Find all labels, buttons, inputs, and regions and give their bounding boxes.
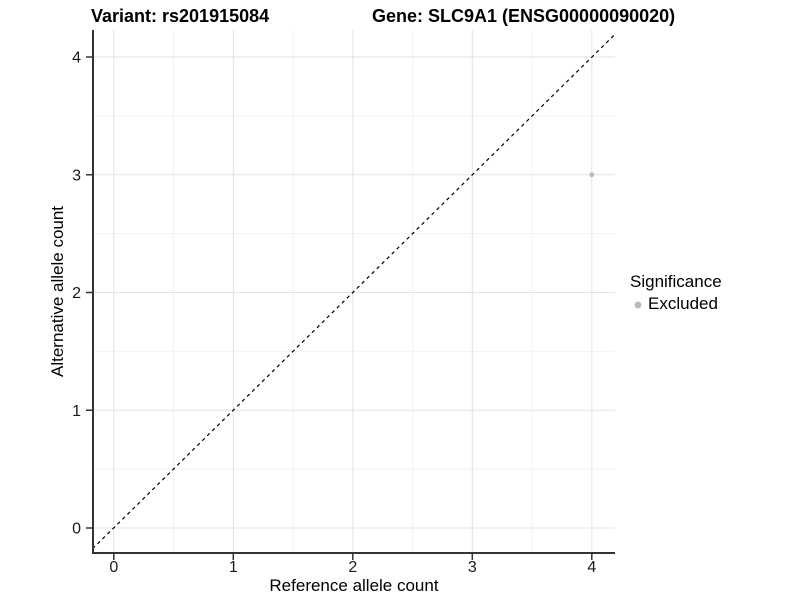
data-point	[589, 172, 595, 178]
gene-title: Gene: SLC9A1 (ENSG00000090020)	[372, 6, 676, 26]
y-tick-labels: 0 1 2 3 4	[72, 50, 81, 538]
x-tick-label: 1	[229, 559, 238, 576]
legend-title: Significance	[630, 272, 722, 291]
y-tick-label: 3	[72, 167, 81, 184]
tick-marks	[86, 56, 593, 560]
y-tick-label: 0	[72, 521, 81, 538]
x-axis-title: Reference allele count	[269, 576, 438, 595]
legend-point-glyph	[634, 301, 642, 309]
x-tick-label: 2	[348, 559, 357, 576]
y-tick-label: 2	[72, 285, 81, 302]
y-tick-label: 4	[72, 50, 81, 67]
x-tick-label: 0	[109, 559, 118, 576]
legend-item-excluded: Excluded	[630, 294, 722, 314]
legend-item-label: Excluded	[648, 294, 718, 313]
legend-point-icon	[634, 301, 642, 309]
identity-line	[92, 33, 616, 550]
x-tick-labels: 0 1 2 3 4	[109, 559, 596, 576]
y-tick-label: 1	[72, 403, 81, 420]
grid-major	[93, 30, 615, 553]
y-axis-title: Alternative allele count	[48, 206, 67, 377]
variant-title: Variant: rs201915084	[91, 6, 270, 26]
x-tick-label: 4	[587, 559, 596, 576]
x-tick-label: 3	[468, 559, 477, 576]
grid-minor	[93, 30, 615, 553]
legend: Significance Excluded	[630, 272, 722, 314]
